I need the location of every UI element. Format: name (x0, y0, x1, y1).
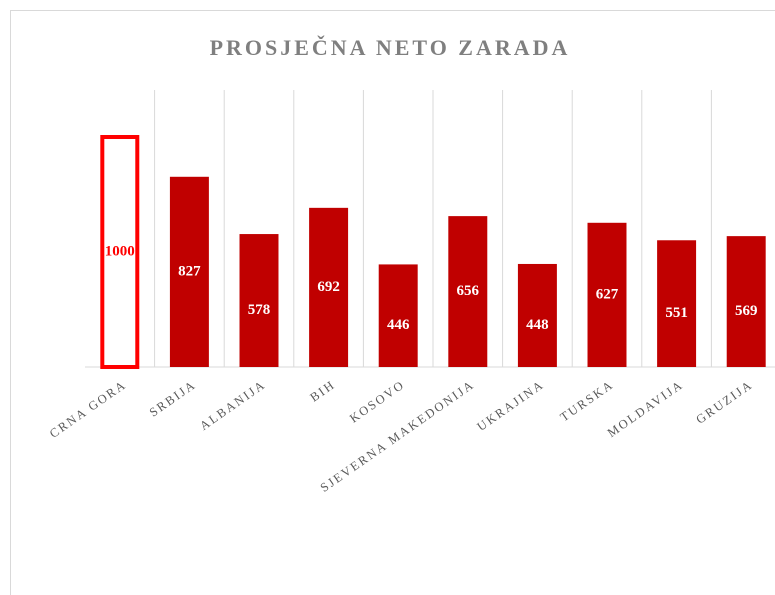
data-label: 1000 (105, 243, 135, 259)
bar (169, 176, 209, 367)
data-label: 448 (526, 317, 549, 333)
bar (448, 216, 488, 367)
bar (239, 234, 279, 367)
data-label: 446 (387, 317, 410, 333)
bar (378, 264, 418, 367)
bar (517, 263, 557, 367)
data-label: 627 (596, 286, 619, 302)
bar (657, 240, 697, 367)
data-label: 569 (735, 303, 758, 319)
data-label: 656 (457, 283, 480, 299)
bar (726, 236, 766, 367)
chart-title: PROSJEČNA NETO ZARADA (210, 35, 571, 60)
bar (309, 207, 349, 367)
data-label: 578 (248, 302, 271, 318)
data-label: 827 (178, 263, 201, 279)
bar (587, 222, 627, 367)
data-label: 551 (665, 305, 688, 321)
bar (100, 135, 140, 369)
data-label: 692 (317, 279, 340, 295)
